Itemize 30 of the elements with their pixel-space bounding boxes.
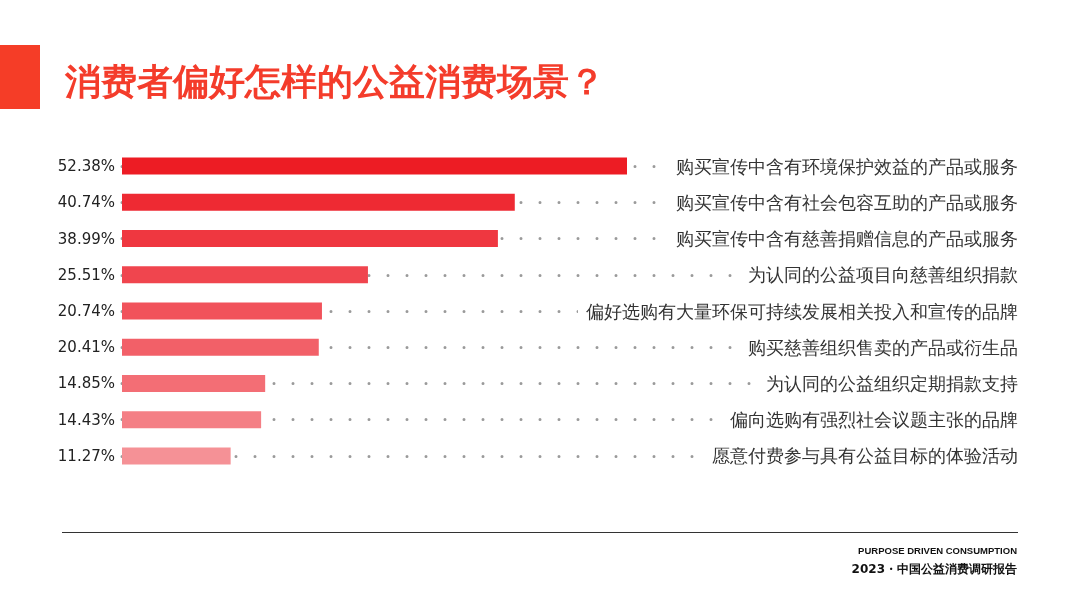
chart-title: 消费者偏好怎样的公益消费场景？ [64, 60, 605, 102]
data-label: 25.51% [57, 265, 115, 284]
bar [122, 266, 368, 284]
y-tick-label: 偏好选购有大量环保可持续发展相关投入和宣传的品牌 [586, 300, 1018, 322]
data-label: 52.38% [57, 157, 115, 176]
text: 2023・中国公益消费调研报告 [851, 562, 1017, 576]
bar [122, 447, 231, 465]
bar [122, 338, 319, 356]
bar [122, 193, 515, 211]
y-tick-label: 偏向选购有强烈社会议题主张的品牌 [730, 409, 1018, 431]
data-label: 20.41% [57, 338, 115, 357]
y-tick-label: 购买宣传中含有环境保护效益的产品或服务 [676, 155, 1018, 177]
data-label: 11.27% [57, 446, 115, 465]
data-label: 14.43% [57, 410, 115, 429]
data-label: 38.99% [57, 229, 115, 248]
data-label: 14.85% [57, 374, 115, 393]
bar [122, 157, 627, 175]
y-tick-label: 购买宣传中含有慈善捐赠信息的产品或服务 [676, 228, 1018, 250]
y-tick-label: 为认同的公益项目向慈善组织捐款 [748, 264, 1018, 286]
y-tick-label: 为认同的公益组织定期捐款支持 [766, 372, 1018, 394]
bar [122, 302, 322, 320]
y-tick-label: 购买宣传中含有社会包容互助的产品或服务 [676, 191, 1018, 213]
text: PURPOSE DRIVEN CONSUMPTION [858, 544, 1018, 556]
y-tick-label: 购买慈善组织售卖的产品或衍生品 [748, 336, 1018, 358]
bar [122, 230, 498, 248]
bar [122, 411, 262, 429]
data-label: 20.74% [57, 302, 115, 320]
bar [122, 374, 266, 392]
data-label: 40.74% [57, 193, 115, 212]
y-tick-label: 愿意付费参与具有公益目标的体验活动 [712, 445, 1018, 467]
